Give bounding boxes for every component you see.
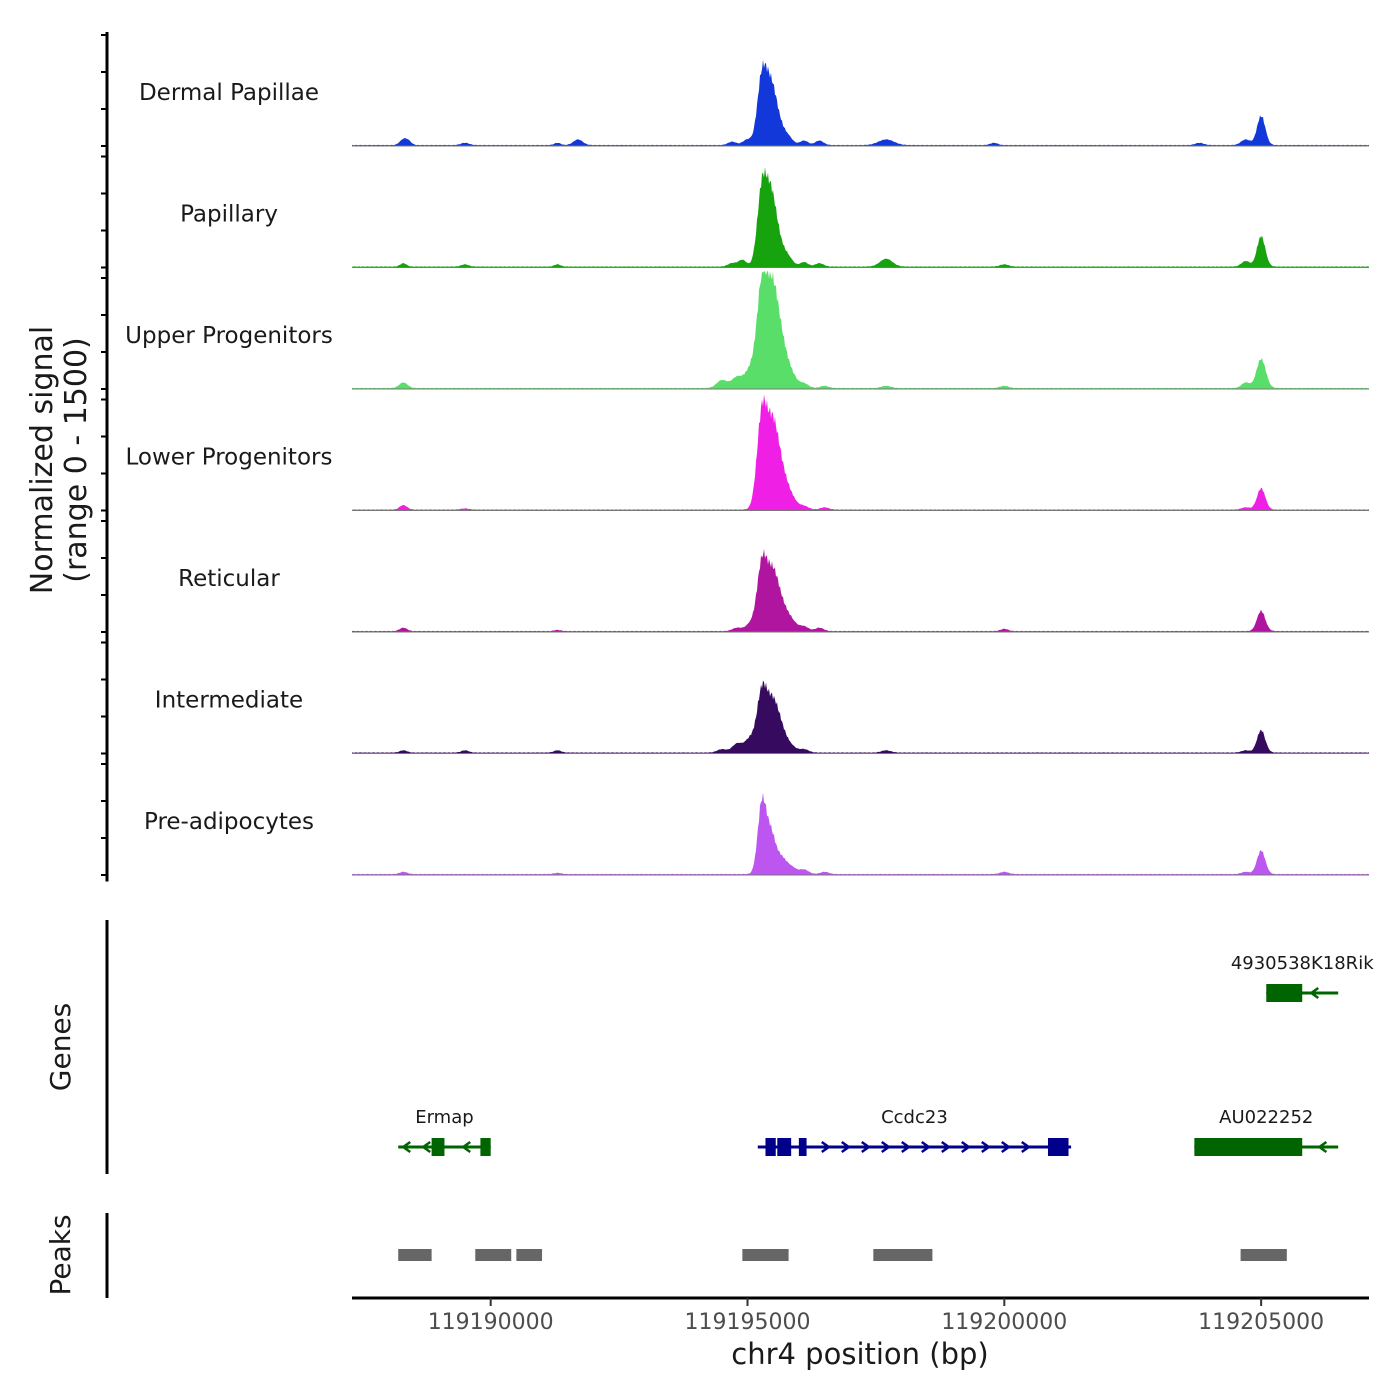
strand-arrow: [821, 1140, 831, 1154]
gene-ermap: Ermap: [398, 1107, 491, 1156]
gene-annotation-track: 4930538K18Rik Ermap Ccdc23 AU022252: [398, 953, 1374, 1156]
strand-arrow: [461, 1140, 471, 1154]
signal-area: [352, 394, 1369, 511]
x-tick-label: 119200000: [941, 1310, 1067, 1335]
strand-arrow: [1309, 986, 1319, 1000]
y-axis-title-line1: Normalized signal: [25, 326, 60, 594]
strand-arrow: [901, 1140, 911, 1154]
track-intermediate: Intermediate: [155, 680, 1369, 754]
track-upper-progenitors: Upper Progenitors: [125, 271, 1369, 390]
gene-4930538k18rik: 4930538K18Rik: [1231, 953, 1374, 1002]
gene-label: AU022252: [1219, 1107, 1313, 1128]
strand-arrow: [421, 1140, 431, 1154]
genes-panel-label: Genes: [44, 1003, 77, 1091]
coverage-tracks: Dermal Papillae Papillary Upper Progenitor…: [125, 59, 1369, 876]
gene-label: 4930538K18Rik: [1231, 953, 1374, 974]
gene-exon: [777, 1138, 792, 1156]
strand-arrow: [401, 1140, 411, 1154]
strand-arrow: [1021, 1140, 1031, 1154]
track-dermal-papillae: Dermal Papillae: [139, 59, 1369, 147]
gene-exon: [798, 1138, 807, 1156]
signal-area: [352, 680, 1369, 754]
gene-ccdc23: Ccdc23: [757, 1107, 1072, 1156]
track-label: Papillary: [180, 202, 278, 228]
x-tick-label: 119195000: [685, 1310, 811, 1335]
peak-region: [475, 1249, 512, 1261]
x-tick-label: 119205000: [1198, 1310, 1324, 1335]
strand-arrow: [921, 1140, 931, 1154]
peak-region: [873, 1249, 933, 1261]
strand-arrow: [861, 1140, 871, 1154]
peak-region: [1240, 1249, 1287, 1261]
track-label: Intermediate: [155, 688, 303, 714]
track-label: Lower Progenitors: [126, 445, 333, 471]
gene-label: Ccdc23: [881, 1107, 948, 1128]
gene-exon: [1047, 1138, 1069, 1156]
signal-area: [352, 59, 1369, 146]
track-lower-progenitors: Lower Progenitors: [126, 394, 1369, 511]
gene-au022252: AU022252: [1194, 1107, 1339, 1156]
track-label: Pre-adipocytes: [144, 809, 314, 835]
gene-label: Ermap: [415, 1107, 473, 1128]
peak-regions-track: [398, 1249, 1287, 1261]
strand-arrow: [941, 1140, 951, 1154]
signal-area: [352, 271, 1369, 389]
track-label: Upper Progenitors: [125, 323, 333, 349]
coverage-y-axis: [101, 32, 109, 882]
gene-exon: [480, 1138, 491, 1156]
gene-exon: [431, 1138, 445, 1156]
track-reticular: Reticular: [178, 549, 1369, 633]
x-axis-title: chr4 position (bp): [731, 1337, 988, 1371]
strand-arrow: [961, 1140, 971, 1154]
signal-area: [352, 792, 1369, 875]
x-tick-label: 119190000: [428, 1310, 554, 1335]
gene-exon: [1266, 984, 1303, 1002]
peaks-panel-label: Peaks: [44, 1214, 77, 1295]
peak-region: [398, 1249, 432, 1261]
strand-arrow: [981, 1140, 991, 1154]
peak-region: [516, 1249, 543, 1261]
strand-arrow: [1001, 1140, 1011, 1154]
strand-arrow: [841, 1140, 851, 1154]
strand-arrow: [881, 1140, 891, 1154]
track-pre-adipocytes: Pre-adipocytes: [144, 792, 1369, 876]
track-label: Reticular: [178, 566, 280, 592]
track-papillary: Papillary: [180, 166, 1369, 268]
y-axis-title-line2: (range 0 - 1500): [59, 337, 94, 583]
track-label: Dermal Papillae: [139, 80, 319, 106]
gene-exon: [1194, 1138, 1303, 1156]
x-axis: 119190000 119195000 119200000 119205000: [428, 1298, 1324, 1335]
strand-arrow: [1317, 1140, 1328, 1154]
peak-region: [742, 1249, 789, 1261]
gene-exon: [765, 1138, 776, 1156]
signal-area: [352, 549, 1369, 632]
signal-area: [352, 166, 1369, 268]
